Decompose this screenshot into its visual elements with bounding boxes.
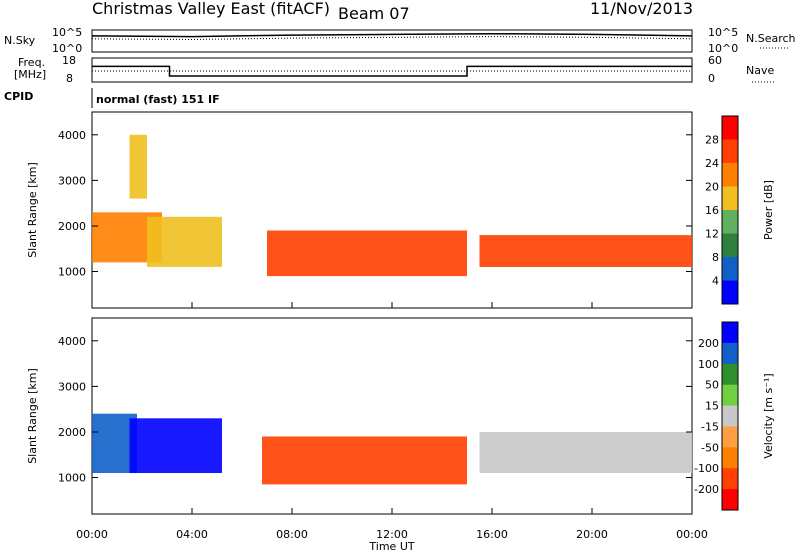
power-colorbar-swatch-1	[722, 139, 738, 164]
power-panel-frame	[91, 111, 693, 309]
velocity-colorbar-tick-4: -15	[701, 420, 719, 433]
noise-left-tick-bottom: 10^0	[52, 42, 82, 55]
freq-left-tick-bottom: 8	[66, 72, 73, 85]
velocity-colorbar-frame	[721, 321, 739, 511]
noise-left-tick-top: 10^5	[52, 26, 82, 39]
velocity-colorbar-tick-1: 100	[698, 358, 719, 371]
freq-left-tick-top: 18	[62, 54, 76, 67]
power-colorbar-swatch-2	[722, 163, 738, 187]
power-bands	[92, 134, 692, 277]
velocity-band-3	[479, 432, 692, 473]
power-ytick-label-0: 1000	[58, 266, 86, 279]
power-colorbar-swatch-7	[722, 280, 738, 305]
velocity-colorbar-swatch-3	[722, 384, 738, 407]
velocity-colorbar-tick-2: 50	[705, 379, 719, 392]
power-yticks: 1000 2000 3000 4000	[58, 129, 692, 279]
velocity-ylabel: Slant Range [km]	[26, 368, 39, 464]
power-colorbar-tick-0: 28	[705, 134, 719, 147]
power-colorbar-swatch-3	[722, 186, 738, 211]
freq-label-line2: [MHz]	[14, 68, 46, 81]
time-axis: 00:00 04:00 08:00 12:00 16:00 20:00 00:00	[76, 302, 708, 541]
velocity-colorbar-swatch-6	[722, 447, 738, 469]
velocity-colorbar-swatch-2	[722, 363, 738, 386]
nave-right-tick-bottom: 0	[708, 72, 715, 85]
xaxis-label: Time UT	[368, 540, 414, 553]
velocity-colorbar-swatch-8	[722, 489, 738, 511]
power-colorbar-tick-3: 16	[705, 204, 719, 217]
velocity-yticks: 1000 2000 3000 4000	[58, 335, 692, 485]
power-band-3	[267, 230, 467, 277]
power-ytick-label-3: 4000	[58, 129, 86, 142]
noise-panel: N.Sky 10^5 10^0 10^5 10^0 N.Search	[4, 26, 796, 55]
station-title: Christmas Valley East (fitACF)	[92, 0, 330, 18]
noise-search-series	[91, 36, 693, 41]
noise-search-label: N.Search	[746, 32, 796, 45]
frequency-panel-frame	[91, 57, 693, 83]
velocity-ytick-label-2: 3000	[58, 380, 86, 393]
velocity-colorbar-tick-7: -200	[694, 483, 719, 496]
xtick-label-1: 04:00	[176, 528, 208, 541]
power-colorbar-swatch-6	[722, 257, 738, 281]
xtick-label-2: 08:00	[276, 528, 308, 541]
frequency-step-series	[92, 65, 692, 77]
nave-label: Nave	[746, 64, 774, 77]
velocity-band-1	[129, 418, 222, 473]
velocity-panel-frame	[91, 317, 693, 515]
noise-panel-frame	[91, 29, 693, 53]
velocity-colorbar-swatch-1	[722, 342, 738, 365]
xtick-label-5: 20:00	[576, 528, 608, 541]
velocity-band-2	[262, 436, 467, 485]
nave-right-tick-top: 60	[708, 54, 722, 67]
power-ylabel: Slant Range [km]	[26, 162, 39, 258]
velocity-colorbar-swatch-4	[722, 405, 738, 427]
power-colorbar-frame	[721, 115, 739, 305]
power-colorbar-tick-5: 8	[712, 251, 719, 264]
velocity-colorbar: 200 100 50 15 -15 -50 -100 -200	[694, 321, 739, 511]
power-colorbar-tick-6: 4	[712, 275, 719, 288]
power-colorbar-tick-1: 24	[705, 157, 719, 170]
noise-right-tick-top: 10^5	[708, 26, 738, 39]
noise-sky-series	[91, 32, 693, 38]
velocity-ytick-label-0: 1000	[58, 472, 86, 485]
xtick-label-3: 12:00	[376, 528, 408, 541]
power-band-4	[479, 235, 692, 267]
velocity-colorbar-tick-5: -50	[701, 441, 719, 454]
velocity-colorbar-tick-6: -100	[694, 462, 719, 475]
power-colorbar-swatch-4	[722, 210, 738, 234]
power-colorbar: 28 24 20 16 12 8 4	[705, 115, 739, 305]
power-colorbar-tick-2: 20	[705, 181, 719, 194]
cpid-value: normal (fast) 151 IF	[96, 93, 220, 106]
velocity-bands	[92, 413, 692, 485]
cpid-row: CPID normal (fast) 151 IF	[4, 88, 220, 108]
freq-label-line1: Freq.	[18, 56, 45, 69]
velocity-colorbar-swatch-5	[722, 426, 738, 448]
velocity-colorbar-tick-0: 200	[698, 337, 719, 350]
velocity-ytick-label-3: 4000	[58, 335, 86, 348]
velocity-ytick-label-1: 2000	[58, 426, 86, 439]
noise-right-tick-bottom: 10^0	[708, 42, 738, 55]
power-colorbar-tick-4: 12	[705, 228, 719, 241]
power-colorbar-swatch-0	[722, 116, 738, 140]
power-ytick-label-2: 3000	[58, 174, 86, 187]
velocity-colorbar-swatch-0	[722, 322, 738, 344]
beam-label: Beam 07	[338, 4, 410, 23]
velocity-colorbar-tick-3: 15	[705, 400, 719, 413]
power-panel: Slant Range [km] 1000 2000 3000 4000 28 24 20…	[26, 111, 775, 309]
power-colorbar-label: Power [dB]	[762, 180, 775, 240]
power-band-1	[129, 134, 147, 199]
frequency-panel: Freq. [MHz] 18 8 60 0 Nave	[14, 54, 776, 85]
power-colorbar-swatch-5	[722, 233, 738, 258]
power-band-2	[147, 216, 222, 267]
velocity-colorbar-swatch-7	[722, 468, 738, 490]
xtick-label-6: 00:00	[676, 528, 708, 541]
velocity-panel: Slant Range [km] 1000 2000 3000 4000 200 100…	[26, 317, 775, 515]
xtick-label-0: 00:00	[76, 528, 108, 541]
cpid-label: CPID	[4, 90, 33, 103]
date-label: 11/Nov/2013	[590, 0, 693, 18]
noise-sky-label: N.Sky	[4, 34, 36, 47]
xtick-label-4: 16:00	[476, 528, 508, 541]
velocity-colorbar-label: Velocity [m s⁻¹]	[762, 373, 775, 458]
power-ytick-label-1: 2000	[58, 220, 86, 233]
